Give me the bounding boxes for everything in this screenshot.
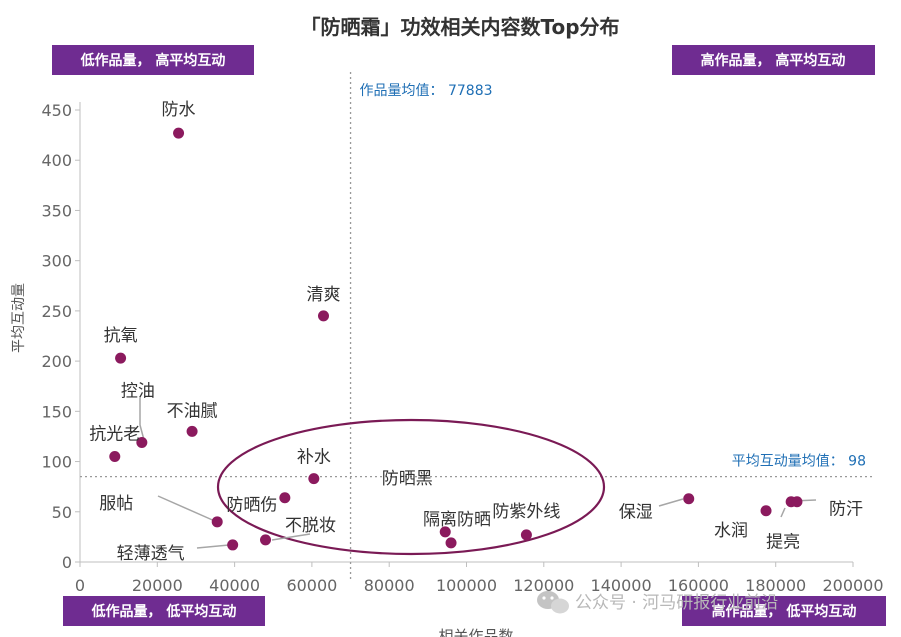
data-points <box>109 127 803 551</box>
data-point <box>211 516 223 528</box>
y-axis-title: 平均互动量 <box>11 283 27 353</box>
leader-line <box>658 498 684 507</box>
data-point <box>308 473 320 485</box>
point-label: 不脱妆 <box>285 516 336 536</box>
x-tick-label: 0 <box>75 576 85 595</box>
quadrant-label-bottom-right: 高作品量， 低平均互动 <box>712 603 857 620</box>
mean-lines: 作品量均值： 77883 平均互动量均值： 98 <box>80 72 875 580</box>
quadrant-label-top-left-bg <box>52 45 254 75</box>
leader-line <box>196 544 230 549</box>
x-tick-label: 100000 <box>436 576 497 595</box>
watermark: 公众号 · 河马研报行业前沿 <box>537 591 778 614</box>
y-tick-label: 100 <box>41 453 72 472</box>
y-tick-label: 0 <box>62 553 72 572</box>
leader-line <box>780 507 786 518</box>
point-label: 不油腻 <box>167 401 218 421</box>
y-mean-label: 平均互动量均值： 98 <box>732 454 866 470</box>
leader-line <box>157 495 218 523</box>
data-point <box>260 534 272 546</box>
axes: 0 50 100 150 200 250 300 350 400 450 0 20000 40000 60… <box>41 101 883 595</box>
point-label: 防水 <box>162 100 196 120</box>
y-tick-label: 250 <box>41 302 72 321</box>
data-point <box>186 425 198 437</box>
leader-line <box>271 533 311 541</box>
y-tick-label: 200 <box>41 352 72 371</box>
point-label: 补水 <box>297 448 331 468</box>
point-label: 清爽 <box>306 285 340 305</box>
point-label: 服帖 <box>99 494 133 514</box>
point-label: 水润 <box>714 521 748 541</box>
quadrant-label-bottom-right-bg <box>682 596 886 626</box>
data-point <box>136 436 148 448</box>
x-mean-label: 作品量均值： 77883 <box>360 83 493 99</box>
point-label: 轻薄透气 <box>117 544 185 564</box>
leader-line <box>139 398 145 441</box>
y-tick-label: 50 <box>52 503 72 522</box>
data-point <box>279 492 291 504</box>
data-point <box>173 127 185 139</box>
chart-title: 「防晒霜」功效相关内容数Top分布 <box>300 15 619 39</box>
point-label: 隔离防晒 <box>423 510 491 530</box>
point-label: 保湿 <box>619 503 653 523</box>
y-tick-label: 300 <box>41 252 72 271</box>
y-tick-label: 450 <box>41 101 72 120</box>
x-tick-label: 120000 <box>513 576 574 595</box>
data-point <box>520 529 532 541</box>
x-tick-label: 60000 <box>286 576 337 595</box>
quadrant-label-bottom-left-bg <box>63 596 265 626</box>
wechat-icon <box>537 591 569 614</box>
quadrant-label-top-right-bg <box>672 45 875 75</box>
point-label: 提亮 <box>766 533 800 553</box>
quadrant-label-top-left: 低作品量， 高平均互动 <box>80 52 226 69</box>
x-tick-label: 40000 <box>209 576 260 595</box>
y-tick-label: 350 <box>41 201 72 220</box>
point-label: 抗光老 <box>89 425 140 445</box>
y-tick-label: 400 <box>41 151 72 170</box>
point-label: 防晒黑 <box>382 469 433 489</box>
data-point <box>683 493 695 505</box>
data-point <box>445 537 457 549</box>
point-label: 控油 <box>121 381 155 401</box>
x-tick-label: 140000 <box>591 576 652 595</box>
point-label: 防紫外线 <box>492 502 560 522</box>
point-label: 抗氧 <box>104 326 138 346</box>
x-axis-title: 相关作品数 <box>438 627 513 637</box>
data-point <box>115 352 127 364</box>
x-tick-label: 80000 <box>364 576 415 595</box>
x-tick-label: 180000 <box>745 576 806 595</box>
y-tick-label: 150 <box>41 402 72 421</box>
x-tick-label: 20000 <box>132 576 183 595</box>
quadrant-label-top-right: 高作品量， 高平均互动 <box>701 52 846 69</box>
data-point <box>109 451 121 463</box>
data-point <box>760 505 772 517</box>
data-point <box>439 526 451 538</box>
watermark-text: 公众号 · 河马研报行业前沿 <box>575 593 778 613</box>
point-label: 防汗 <box>829 500 863 520</box>
data-point <box>317 310 329 322</box>
data-point <box>227 539 239 551</box>
point-label: 防晒伤 <box>226 496 277 516</box>
highlight-ellipse <box>216 418 606 556</box>
data-point <box>791 496 803 508</box>
quadrant-label-bottom-left: 低作品量， 低平均互动 <box>91 603 237 620</box>
x-tick-label: 200000 <box>822 576 883 595</box>
x-tick-label: 160000 <box>668 576 729 595</box>
